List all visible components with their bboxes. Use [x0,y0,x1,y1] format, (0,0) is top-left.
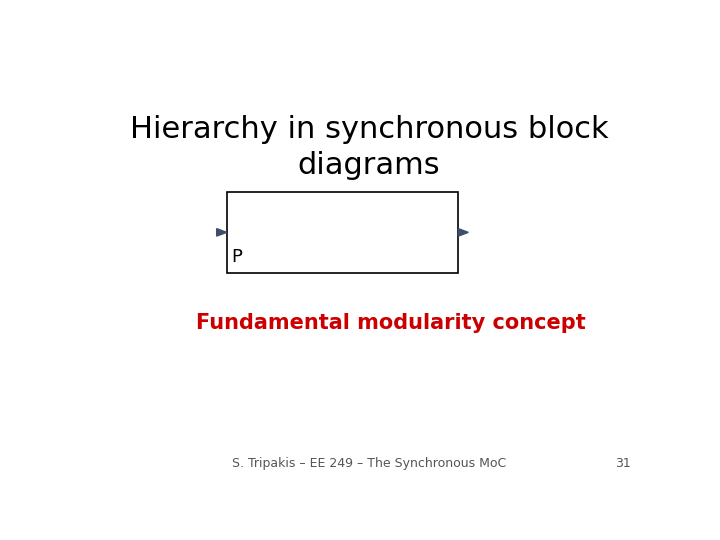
Text: S. Tripakis – EE 249 – The Synchronous MoC: S. Tripakis – EE 249 – The Synchronous M… [232,457,506,470]
Polygon shape [458,228,468,236]
Bar [227,192,458,273]
Text: Hierarchy in synchronous block
diagrams: Hierarchy in synchronous block diagrams [130,114,608,180]
Text: P: P [231,248,242,266]
Text: Fundamental modularity concept: Fundamental modularity concept [196,313,586,333]
Text: 31: 31 [616,457,631,470]
Polygon shape [217,228,227,236]
